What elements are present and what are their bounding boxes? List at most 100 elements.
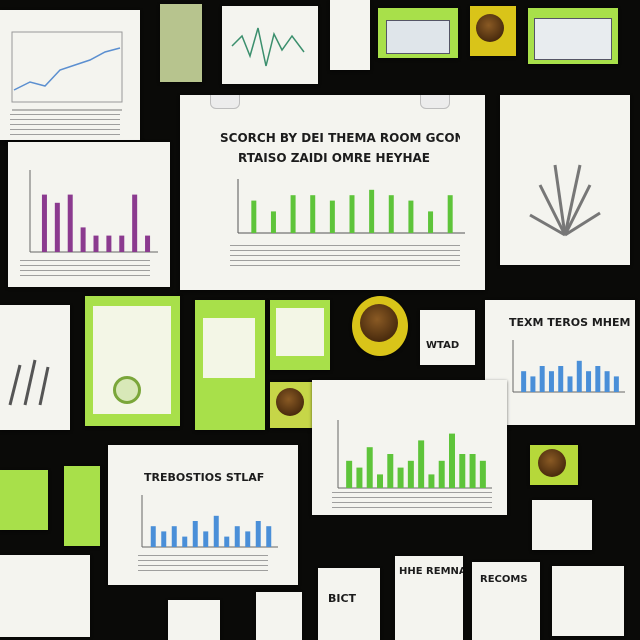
bottom-doc-3 bbox=[256, 592, 302, 640]
chart-bar bbox=[366, 447, 373, 488]
chart-bar bbox=[447, 195, 453, 233]
chart-bar bbox=[548, 371, 554, 392]
green-bar-chart bbox=[337, 420, 492, 489]
lime-tile-small bbox=[270, 300, 330, 370]
chart-bar bbox=[251, 200, 257, 233]
chart-bar bbox=[397, 467, 404, 488]
chart-bar bbox=[539, 366, 545, 392]
chart-bar bbox=[388, 195, 394, 233]
lime-building-panel bbox=[195, 300, 265, 430]
chart-bar bbox=[407, 460, 414, 488]
chart-bar bbox=[449, 433, 455, 488]
chart-bar bbox=[369, 189, 375, 233]
chart-bar bbox=[586, 371, 592, 392]
chart-bar bbox=[438, 460, 445, 488]
chart-bar bbox=[604, 371, 610, 392]
right-bar-chart-sheet: TEXM TEROS MHEM bbox=[485, 300, 635, 425]
chart-bar bbox=[119, 235, 125, 252]
tile-label-2: BICT bbox=[328, 592, 357, 605]
chart-bar bbox=[80, 227, 86, 252]
center-chart-title-line1: SCORCH BY DEI THEMA ROOM GCON bbox=[220, 131, 460, 145]
chart-bar bbox=[310, 195, 316, 233]
center-chart-title-line2: RTAISO ZAIDI OMRE HEYHAE bbox=[238, 151, 430, 165]
right-small-doc bbox=[532, 500, 592, 550]
chart-bar bbox=[93, 235, 99, 252]
chart-bar bbox=[567, 376, 573, 392]
coin-tile-top bbox=[470, 6, 516, 56]
chart-bar bbox=[234, 526, 240, 547]
chart-bar bbox=[469, 454, 476, 488]
green-bar-chart-sheet bbox=[312, 380, 507, 515]
top-wave-chart-sheet bbox=[222, 6, 318, 84]
coin-tile-right bbox=[530, 445, 578, 485]
bottom-doc-5: HHE REMNA bbox=[395, 556, 463, 640]
bottom-left-chart-title: TREBOSTIOS STLAF bbox=[144, 471, 265, 484]
chart-bar bbox=[418, 440, 425, 488]
lime-doc-tile-left bbox=[0, 470, 48, 530]
top-wave-chart bbox=[231, 27, 305, 67]
chart-bar bbox=[408, 200, 414, 233]
binder-clip bbox=[210, 95, 240, 109]
bottom-doc-6: RECOMS bbox=[472, 562, 540, 640]
chart-bar bbox=[182, 536, 188, 547]
center-bar-chart-sheet: SCORCH BY DEI THEMA ROOM GCON RTAISO ZAI… bbox=[180, 95, 485, 290]
blue-bar-chart bbox=[141, 495, 278, 548]
binder-clip bbox=[420, 95, 450, 109]
plant-sketch-left bbox=[8, 359, 50, 406]
plant-photo-tile-top bbox=[160, 4, 202, 82]
chart-bar bbox=[613, 376, 619, 392]
chart-bar bbox=[428, 474, 435, 488]
chart-bar bbox=[161, 531, 167, 547]
chart-bar bbox=[106, 235, 112, 252]
tile-label-3: HHE REMNA bbox=[399, 566, 463, 577]
building-photo-tile-top bbox=[378, 8, 458, 58]
chart-bar bbox=[132, 194, 138, 252]
chart-bar bbox=[346, 460, 353, 488]
tile-label-4: RECOMS bbox=[480, 574, 528, 585]
purple-bar-chart bbox=[29, 170, 158, 253]
chart-bar bbox=[387, 454, 394, 488]
chart-bar bbox=[171, 526, 177, 547]
chart-bar bbox=[41, 194, 47, 252]
blue-bar-chart-sheet: TREBOSTIOS STLAF bbox=[108, 445, 298, 585]
top-doc-sheet bbox=[330, 0, 370, 70]
plant-sketch-sheet-left bbox=[0, 305, 70, 430]
right-bar-chart bbox=[512, 340, 625, 393]
chart-bar bbox=[595, 366, 601, 392]
chart-bar bbox=[356, 467, 363, 488]
chart-bar bbox=[558, 366, 564, 392]
top-left-line-chart bbox=[11, 31, 123, 111]
top-left-line-chart-sheet bbox=[0, 10, 140, 140]
chart-bar bbox=[255, 521, 261, 547]
purple-bar-chart-sheet bbox=[8, 142, 170, 287]
chart-bar bbox=[290, 195, 296, 233]
lime-doc-panel bbox=[85, 296, 180, 426]
chart-bar bbox=[150, 526, 156, 547]
text-tile-middle: WTAD bbox=[420, 310, 475, 365]
chart-bar bbox=[377, 474, 383, 488]
bottom-doc-2 bbox=[168, 600, 220, 640]
plant-sketch bbox=[529, 164, 601, 237]
chart-bar bbox=[213, 515, 219, 547]
building-photo-tile-top-right bbox=[528, 8, 618, 64]
right-chart-title: TEXM TEROS MHEM bbox=[509, 316, 631, 329]
coin-tile-middle bbox=[352, 296, 408, 356]
lime-doc-tile bbox=[64, 466, 100, 546]
chart-bar bbox=[479, 460, 486, 488]
chart-bar bbox=[576, 360, 582, 392]
bottom-doc-1 bbox=[0, 555, 90, 637]
chart-bar bbox=[270, 211, 276, 233]
chart-bar bbox=[329, 200, 335, 233]
bottom-doc-4: BICT bbox=[318, 568, 380, 640]
chart-bar bbox=[224, 536, 230, 547]
center-bar-chart bbox=[237, 179, 465, 234]
plant-sketch-sheet bbox=[500, 95, 630, 265]
chart-bar bbox=[428, 211, 434, 233]
chart-bar bbox=[54, 202, 60, 252]
bottom-doc-7 bbox=[552, 566, 624, 636]
chart-bar bbox=[266, 526, 272, 547]
chart-bar bbox=[459, 454, 466, 488]
chart-bar bbox=[245, 531, 251, 547]
chart-bar bbox=[145, 235, 151, 252]
chart-bar bbox=[349, 195, 355, 233]
